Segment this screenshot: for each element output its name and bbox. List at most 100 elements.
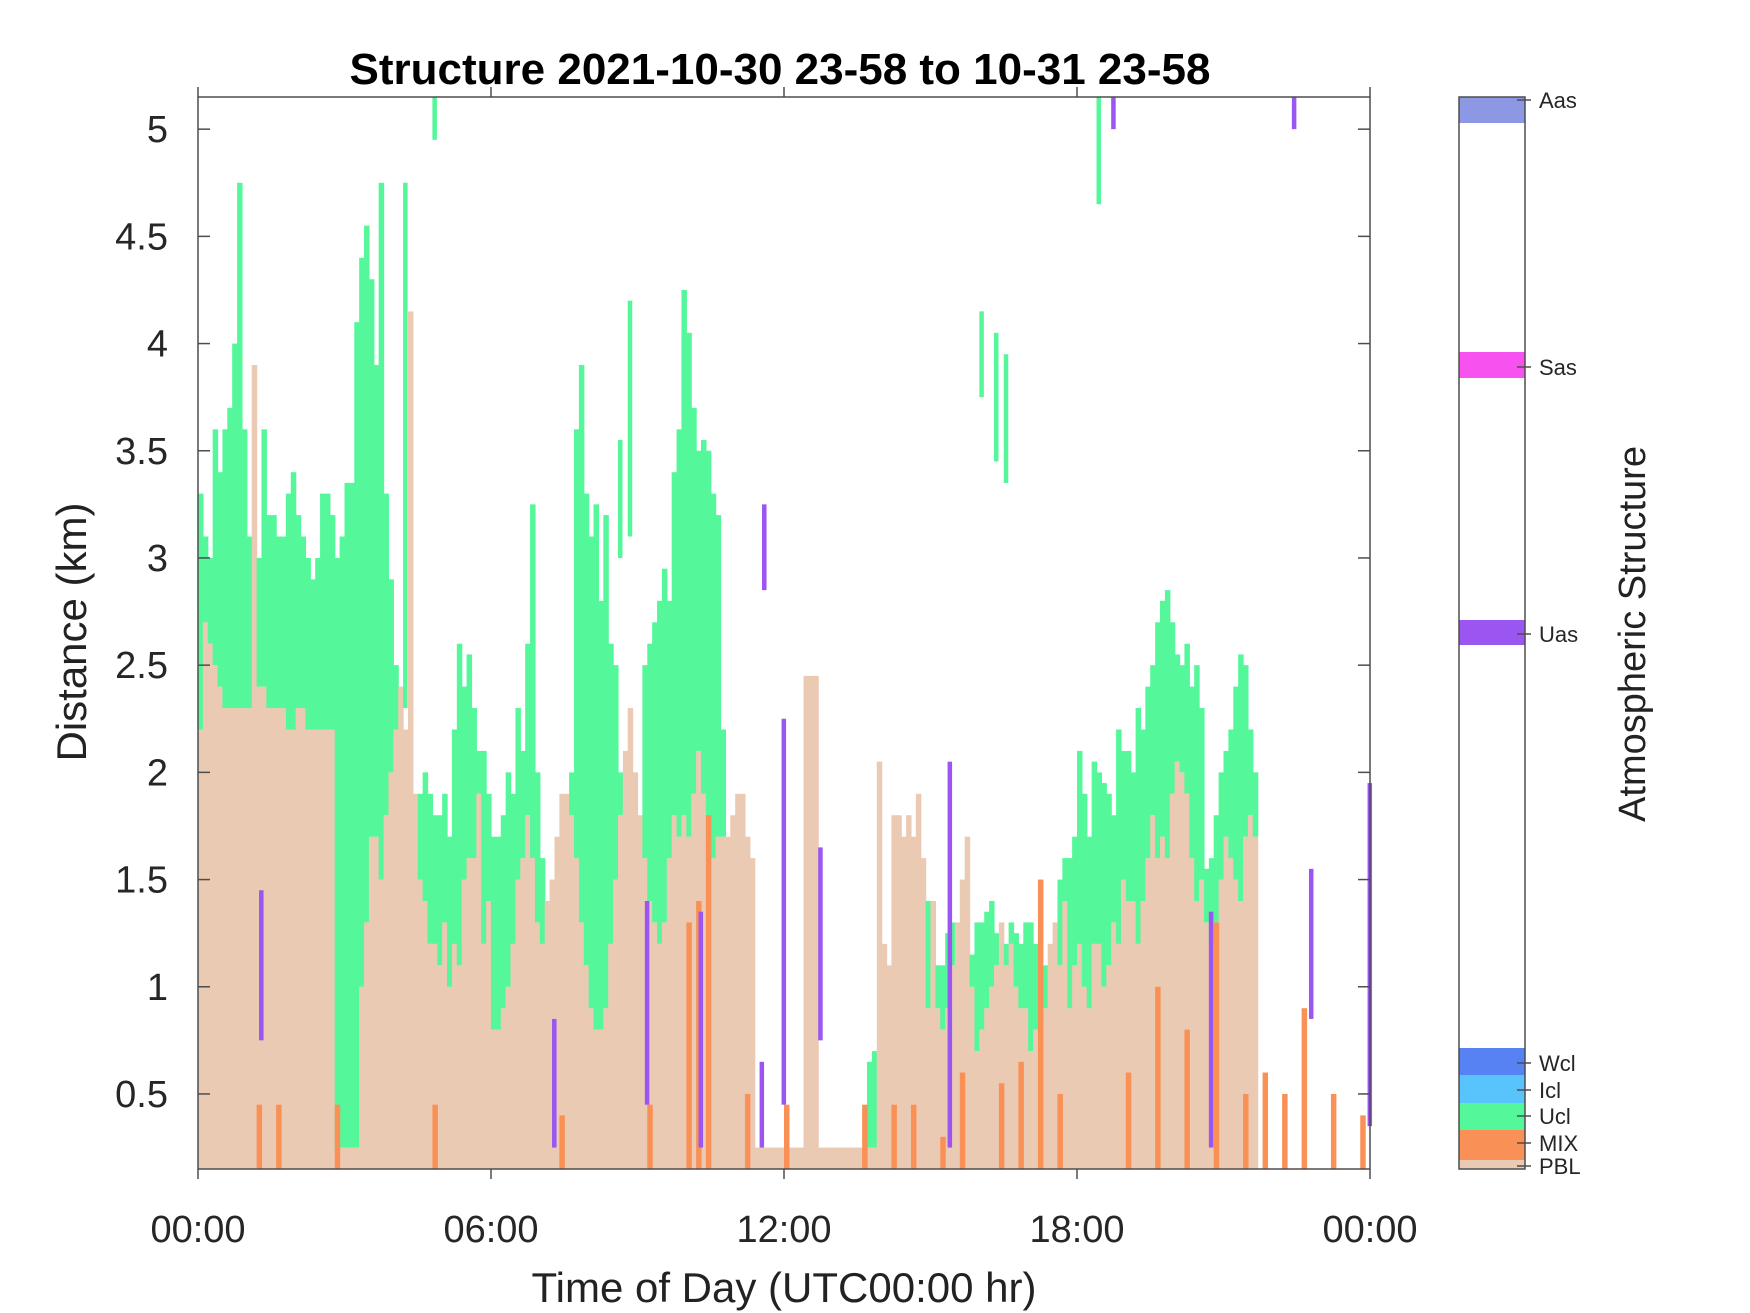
ucl-column — [1179, 665, 1186, 773]
ucl-column — [1184, 643, 1190, 794]
pbl-column — [842, 1147, 849, 1169]
pbl-column — [920, 858, 927, 1169]
x-tick-label: 12:00 — [736, 1209, 831, 1251]
pbl-column — [364, 922, 370, 1169]
ucl-column — [1120, 750, 1127, 880]
ucl-column — [339, 536, 346, 1148]
pbl-column — [969, 986, 976, 1169]
pbl-column — [959, 879, 966, 1169]
ucl-column — [993, 933, 1000, 966]
ucl-column — [466, 654, 473, 859]
mix-bar — [1184, 1029, 1190, 1169]
pbl-column — [237, 708, 243, 1169]
pbl-column — [1218, 879, 1225, 1169]
pbl-column — [720, 836, 726, 1169]
pbl-column — [285, 729, 292, 1169]
ucl-column — [935, 965, 941, 1009]
pbl-column — [769, 1147, 775, 1169]
ucl-column — [1189, 686, 1195, 859]
ucl-column — [1106, 793, 1112, 966]
pbl-column — [383, 815, 390, 1169]
ucl-column — [1125, 750, 1132, 901]
pbl-column — [691, 793, 697, 1169]
ucl-column — [974, 922, 980, 1052]
pbl-column — [891, 815, 897, 1169]
pbl-column — [466, 858, 473, 1169]
pbl-column — [793, 1147, 800, 1169]
pbl-column — [1184, 793, 1190, 1169]
pbl-column — [198, 729, 204, 1169]
ucl-column — [1247, 729, 1254, 816]
ucl-column — [217, 472, 224, 687]
pbl-column — [915, 793, 922, 1169]
y-tick-label: 3 — [147, 538, 168, 580]
uas-bar — [644, 901, 650, 1105]
pbl-column — [373, 836, 380, 1169]
ucl-column — [661, 568, 668, 923]
y-axis: 0.5 1 1.5 2 2.5 3 3.5 4 4.5 5 — [115, 109, 1370, 1116]
ucl-column — [520, 750, 526, 859]
pbl-column — [1008, 943, 1015, 1169]
pbl-column — [735, 793, 741, 1169]
pbl-column — [476, 793, 482, 1169]
ucl-column — [491, 836, 497, 1030]
mix-bar — [1262, 1072, 1269, 1169]
pbl-column — [940, 1029, 946, 1169]
ucl-column — [871, 1051, 878, 1148]
ucl-column — [950, 922, 956, 966]
ucl-column — [515, 708, 521, 880]
ucl-column — [324, 493, 331, 730]
uas-bar — [818, 847, 823, 1041]
ucl-column — [1042, 965, 1049, 1009]
pbl-column — [871, 1147, 878, 1169]
pbl-column — [1003, 965, 1010, 1169]
mix-bar — [1360, 1115, 1366, 1169]
ucl-column — [671, 472, 678, 816]
ucl-column — [700, 440, 707, 794]
pbl-column — [202, 622, 209, 1169]
ucl-column — [720, 729, 726, 837]
ucl-column — [686, 332, 692, 837]
uas-bar — [1308, 868, 1314, 1019]
ucl-column — [1130, 772, 1137, 901]
pbl-column — [398, 686, 404, 1169]
pbl-column — [803, 675, 810, 1169]
pbl-column — [324, 729, 331, 1169]
pbl-column — [984, 1008, 990, 1169]
pbl-column — [422, 901, 429, 1169]
pbl-column — [1081, 986, 1088, 1169]
pbl-column — [544, 901, 551, 1169]
pbl-column — [974, 1051, 980, 1169]
uas-bar — [1291, 97, 1297, 130]
y-tick-label: 3.5 — [115, 431, 168, 473]
pbl-column — [217, 686, 224, 1169]
mix-bar — [959, 1072, 966, 1169]
ucl-column — [696, 450, 702, 751]
ucl-column — [534, 772, 541, 923]
pbl-column — [1174, 761, 1181, 1169]
uas-bar — [552, 1018, 557, 1148]
pbl-column — [378, 879, 385, 1169]
pbl-column — [271, 708, 277, 1169]
ucl-column — [1067, 858, 1073, 1009]
ucl-column — [1028, 922, 1034, 1052]
colorbar-tick-label: Uas — [1539, 622, 1578, 647]
pbl-column — [1243, 836, 1249, 1169]
pbl-column — [1120, 879, 1127, 1169]
ucl-column — [505, 772, 512, 987]
pbl-column — [354, 1147, 360, 1169]
mix-bar — [1125, 1072, 1132, 1169]
ucl-column — [271, 515, 277, 709]
pbl-column — [1101, 986, 1107, 1169]
mix-bar — [744, 1093, 751, 1169]
pbl-column — [554, 836, 560, 1169]
y-tick-label: 5 — [147, 109, 168, 151]
pbl-column — [447, 986, 453, 1169]
pbl-column — [456, 965, 463, 1169]
pbl-column — [578, 922, 585, 1169]
pbl-column — [1203, 922, 1210, 1169]
ucl-column — [227, 407, 233, 709]
ucl-bar — [979, 311, 984, 398]
mix-bar — [647, 1104, 653, 1169]
